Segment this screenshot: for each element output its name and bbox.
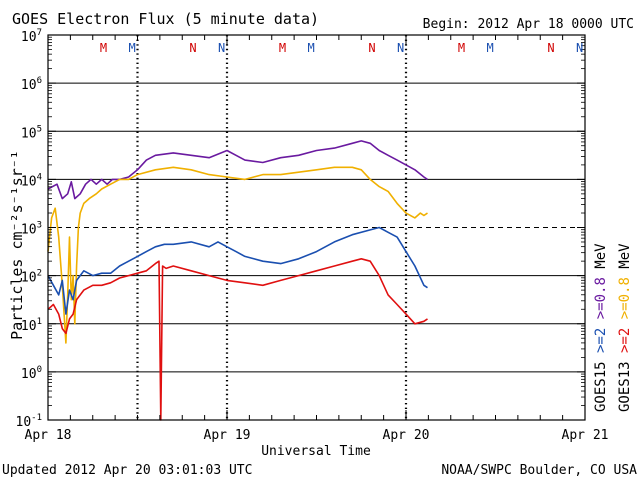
noon-midnight-marker: M	[129, 41, 136, 55]
y-tick-label: 103	[21, 221, 42, 238]
y-axis-label: Particles cm⁻²s⁻¹sr⁻¹	[8, 150, 26, 340]
y-tick-label: 106	[21, 76, 42, 93]
grid-layer	[48, 35, 585, 420]
x-tick-label: Apr 21	[562, 428, 609, 443]
legend-entry: >=2	[593, 328, 609, 362]
series-line	[47, 257, 428, 421]
legend-column: GOES13 >=2 >=0.8 MeV	[617, 243, 633, 412]
plot-frame	[47, 34, 586, 421]
legend-entry: GOES15	[593, 361, 609, 412]
noon-midnight-marker: N	[397, 41, 404, 55]
y-tick-label: 107	[21, 28, 42, 45]
series-layer	[47, 140, 428, 421]
noon-midnight-marker: N	[218, 41, 225, 55]
x-tick-label: Apr 19	[204, 428, 251, 443]
y-tick-label: 101	[21, 317, 42, 334]
source-credit: NOAA/SWPC Boulder, CO USA	[441, 463, 637, 478]
x-tick-label: Apr 18	[25, 428, 72, 443]
legend-entry: >=0.8	[593, 277, 609, 328]
series-line	[47, 166, 428, 344]
noon-midnight-marker: N	[189, 41, 196, 55]
x-axis-label: Universal Time	[261, 444, 371, 459]
noon-midnight-marker: M	[279, 41, 286, 55]
noon-midnight-marker: M	[308, 41, 315, 55]
noon-midnight-marker: M	[100, 41, 107, 55]
begin-label: Begin: 2012 Apr 18 0000 UTC	[423, 17, 634, 32]
legend-entry: MeV	[593, 243, 609, 277]
noon-midnight-marker: M	[458, 41, 465, 55]
legend-entry: MeV	[617, 243, 633, 277]
y-tick-label: 100	[21, 365, 42, 382]
legend-entry: GOES13	[617, 361, 633, 412]
y-tick-label: 105	[21, 124, 42, 141]
legend-entry: >=0.8	[617, 277, 633, 328]
x-tick-label: Apr 20	[383, 428, 430, 443]
y-tick-label: 10-1	[16, 413, 43, 430]
y-tick-labels: 107 106 105 104 103 102 101 100 10-1	[16, 28, 43, 430]
legend-column: GOES15 >=2 >=0.8 MeV	[593, 243, 609, 412]
noon-midnight-marker: N	[576, 41, 583, 55]
noon-midnight-marker: M	[487, 41, 494, 55]
series-line	[47, 226, 428, 315]
legend-entry: >=2	[617, 328, 633, 362]
x-tick-labels: Apr 18 Apr 19 Apr 20 Apr 21	[25, 428, 609, 443]
updated-timestamp: Updated 2012 Apr 20 03:01:03 UTC	[2, 463, 252, 478]
series-line	[47, 140, 428, 200]
chart-title: GOES Electron Flux (5 minute data)	[12, 10, 319, 28]
noon-midnight-marker: N	[547, 41, 554, 55]
y-tick-label: 104	[21, 172, 42, 189]
y-tick-label: 102	[21, 269, 42, 286]
noon-midnight-marker: N	[368, 41, 375, 55]
